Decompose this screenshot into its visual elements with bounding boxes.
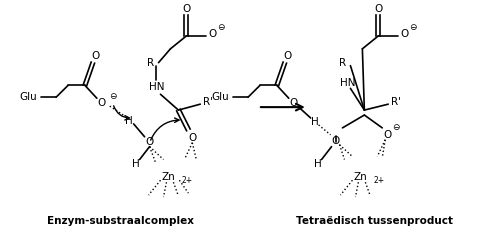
Text: O: O: [400, 29, 408, 39]
Text: O: O: [92, 51, 100, 61]
Text: 2+: 2+: [373, 176, 384, 185]
Text: O: O: [145, 137, 154, 147]
Text: Tetraëdisch tussenproduct: Tetraëdisch tussenproduct: [296, 216, 453, 226]
Text: O: O: [182, 4, 191, 14]
Text: HN: HN: [340, 78, 355, 88]
Text: O: O: [331, 136, 340, 146]
Text: R: R: [147, 58, 154, 68]
Text: O: O: [188, 133, 197, 143]
Text: HN: HN: [149, 82, 164, 92]
Text: Glu: Glu: [19, 92, 37, 102]
Text: Zn: Zn: [353, 172, 367, 182]
Text: Glu: Glu: [211, 92, 229, 102]
Text: O: O: [289, 98, 298, 108]
Text: O: O: [383, 130, 391, 140]
Text: Enzym-substraalcomplex: Enzym-substraalcomplex: [47, 216, 194, 226]
Text: ⊖: ⊖: [109, 92, 116, 101]
Text: ⊖: ⊖: [218, 23, 225, 31]
Text: H: H: [125, 116, 133, 126]
Text: H: H: [314, 159, 321, 169]
Text: O: O: [374, 4, 382, 14]
Text: Zn: Zn: [162, 172, 175, 182]
Text: H: H: [132, 159, 140, 169]
Text: 2+: 2+: [181, 176, 193, 185]
Text: O: O: [98, 98, 106, 108]
Text: ⊖: ⊖: [392, 123, 400, 132]
Text: O: O: [283, 51, 292, 61]
Text: R: R: [339, 58, 346, 68]
Text: ⊖: ⊖: [409, 23, 417, 31]
Text: O: O: [208, 29, 217, 39]
Text: R': R': [391, 97, 401, 107]
Text: R': R': [203, 97, 213, 107]
Text: H: H: [311, 117, 318, 127]
